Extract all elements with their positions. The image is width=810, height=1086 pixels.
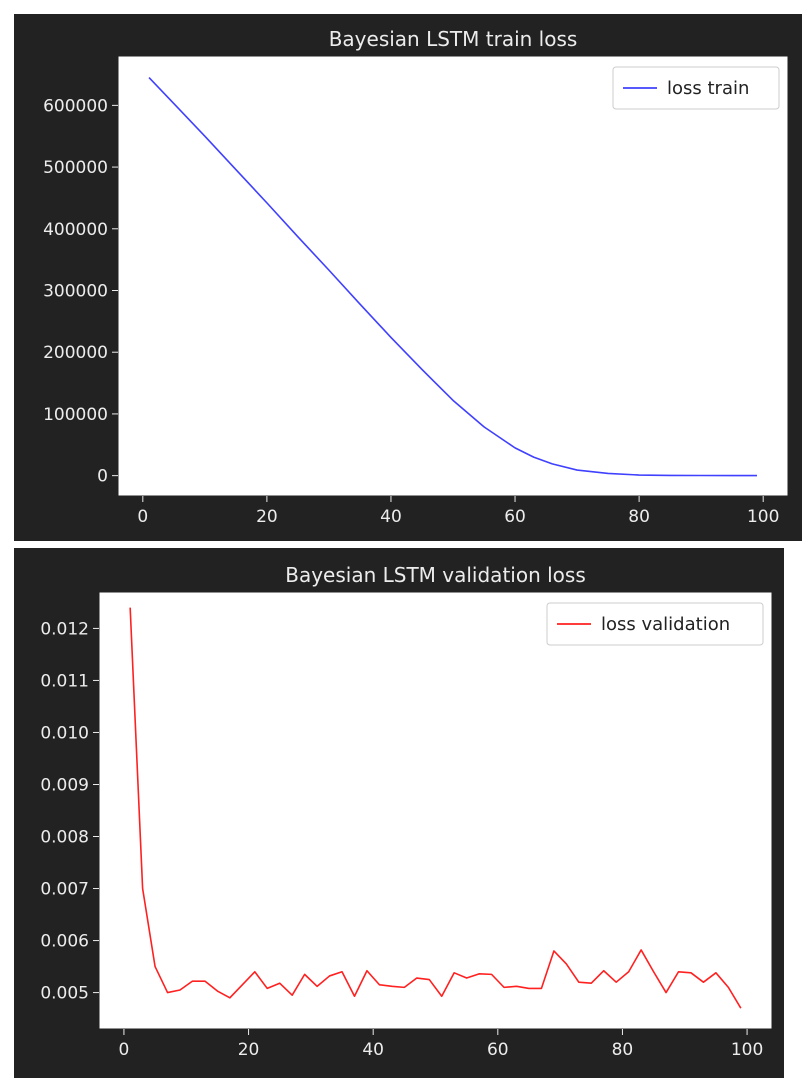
validation-loss-chart: Bayesian LSTM validation loss 0 20 40 60 80 10…	[40, 563, 773, 1060]
chart-title: Bayesian LSTM validation loss	[285, 563, 586, 587]
legend-box	[546, 602, 764, 646]
x-tick-label: 0	[119, 1040, 130, 1060]
x-tick-label: 100	[731, 1040, 763, 1060]
legend-label: loss validation	[601, 614, 730, 635]
validation-loss-figure: Bayesian LSTM validation loss 0 20 40 60 80 10…	[14, 548, 784, 1078]
train-loss-figure: Bayesian LSTM train loss 0 20 40 60 80 100 0 100…	[14, 14, 802, 541]
y-tick-label: 300000	[43, 282, 108, 302]
y-tick-label: 400000	[43, 220, 108, 240]
y-tick-label: 0	[97, 467, 108, 487]
plot-area	[98, 591, 773, 1030]
y-tick-label: 500000	[43, 158, 108, 178]
plot-area	[117, 55, 789, 497]
x-tick-label: 80	[628, 507, 650, 527]
y-tick-label: 200000	[43, 343, 108, 363]
x-tick-label: 80	[612, 1040, 634, 1060]
y-tick-label: 100000	[43, 405, 108, 425]
legend: loss train	[612, 66, 780, 110]
x-tick-label: 20	[238, 1040, 260, 1060]
x-tick-label: 40	[380, 507, 402, 527]
y-tick-label: 0.006	[40, 932, 89, 952]
y-tick-label: 0.012	[40, 619, 89, 639]
x-tick-label: 60	[487, 1040, 509, 1060]
legend: loss validation	[546, 602, 764, 646]
y-tick-label: 600000	[43, 96, 108, 116]
x-tick-label: 40	[362, 1040, 384, 1060]
x-tick-label: 100	[747, 507, 779, 527]
y-tick-label: 0.007	[40, 880, 89, 900]
x-tick-label: 0	[137, 507, 148, 527]
legend-box	[612, 66, 780, 110]
y-tick-label: 0.008	[40, 828, 89, 848]
series-line-validation	[129, 607, 742, 1009]
y-tick-label: 0.009	[40, 775, 89, 795]
y-tick-label: 0.011	[40, 671, 89, 691]
y-tick-label: 0.010	[40, 723, 89, 743]
y-tick-label: 0.005	[40, 984, 89, 1004]
legend-label: loss train	[667, 78, 749, 99]
train-loss-chart: Bayesian LSTM train loss 0 20 40 60 80 100 0 100…	[43, 27, 789, 527]
series-line-train	[148, 77, 757, 477]
x-tick-label: 20	[256, 507, 278, 527]
x-tick-label: 60	[504, 507, 526, 527]
chart-title: Bayesian LSTM train loss	[329, 27, 578, 51]
